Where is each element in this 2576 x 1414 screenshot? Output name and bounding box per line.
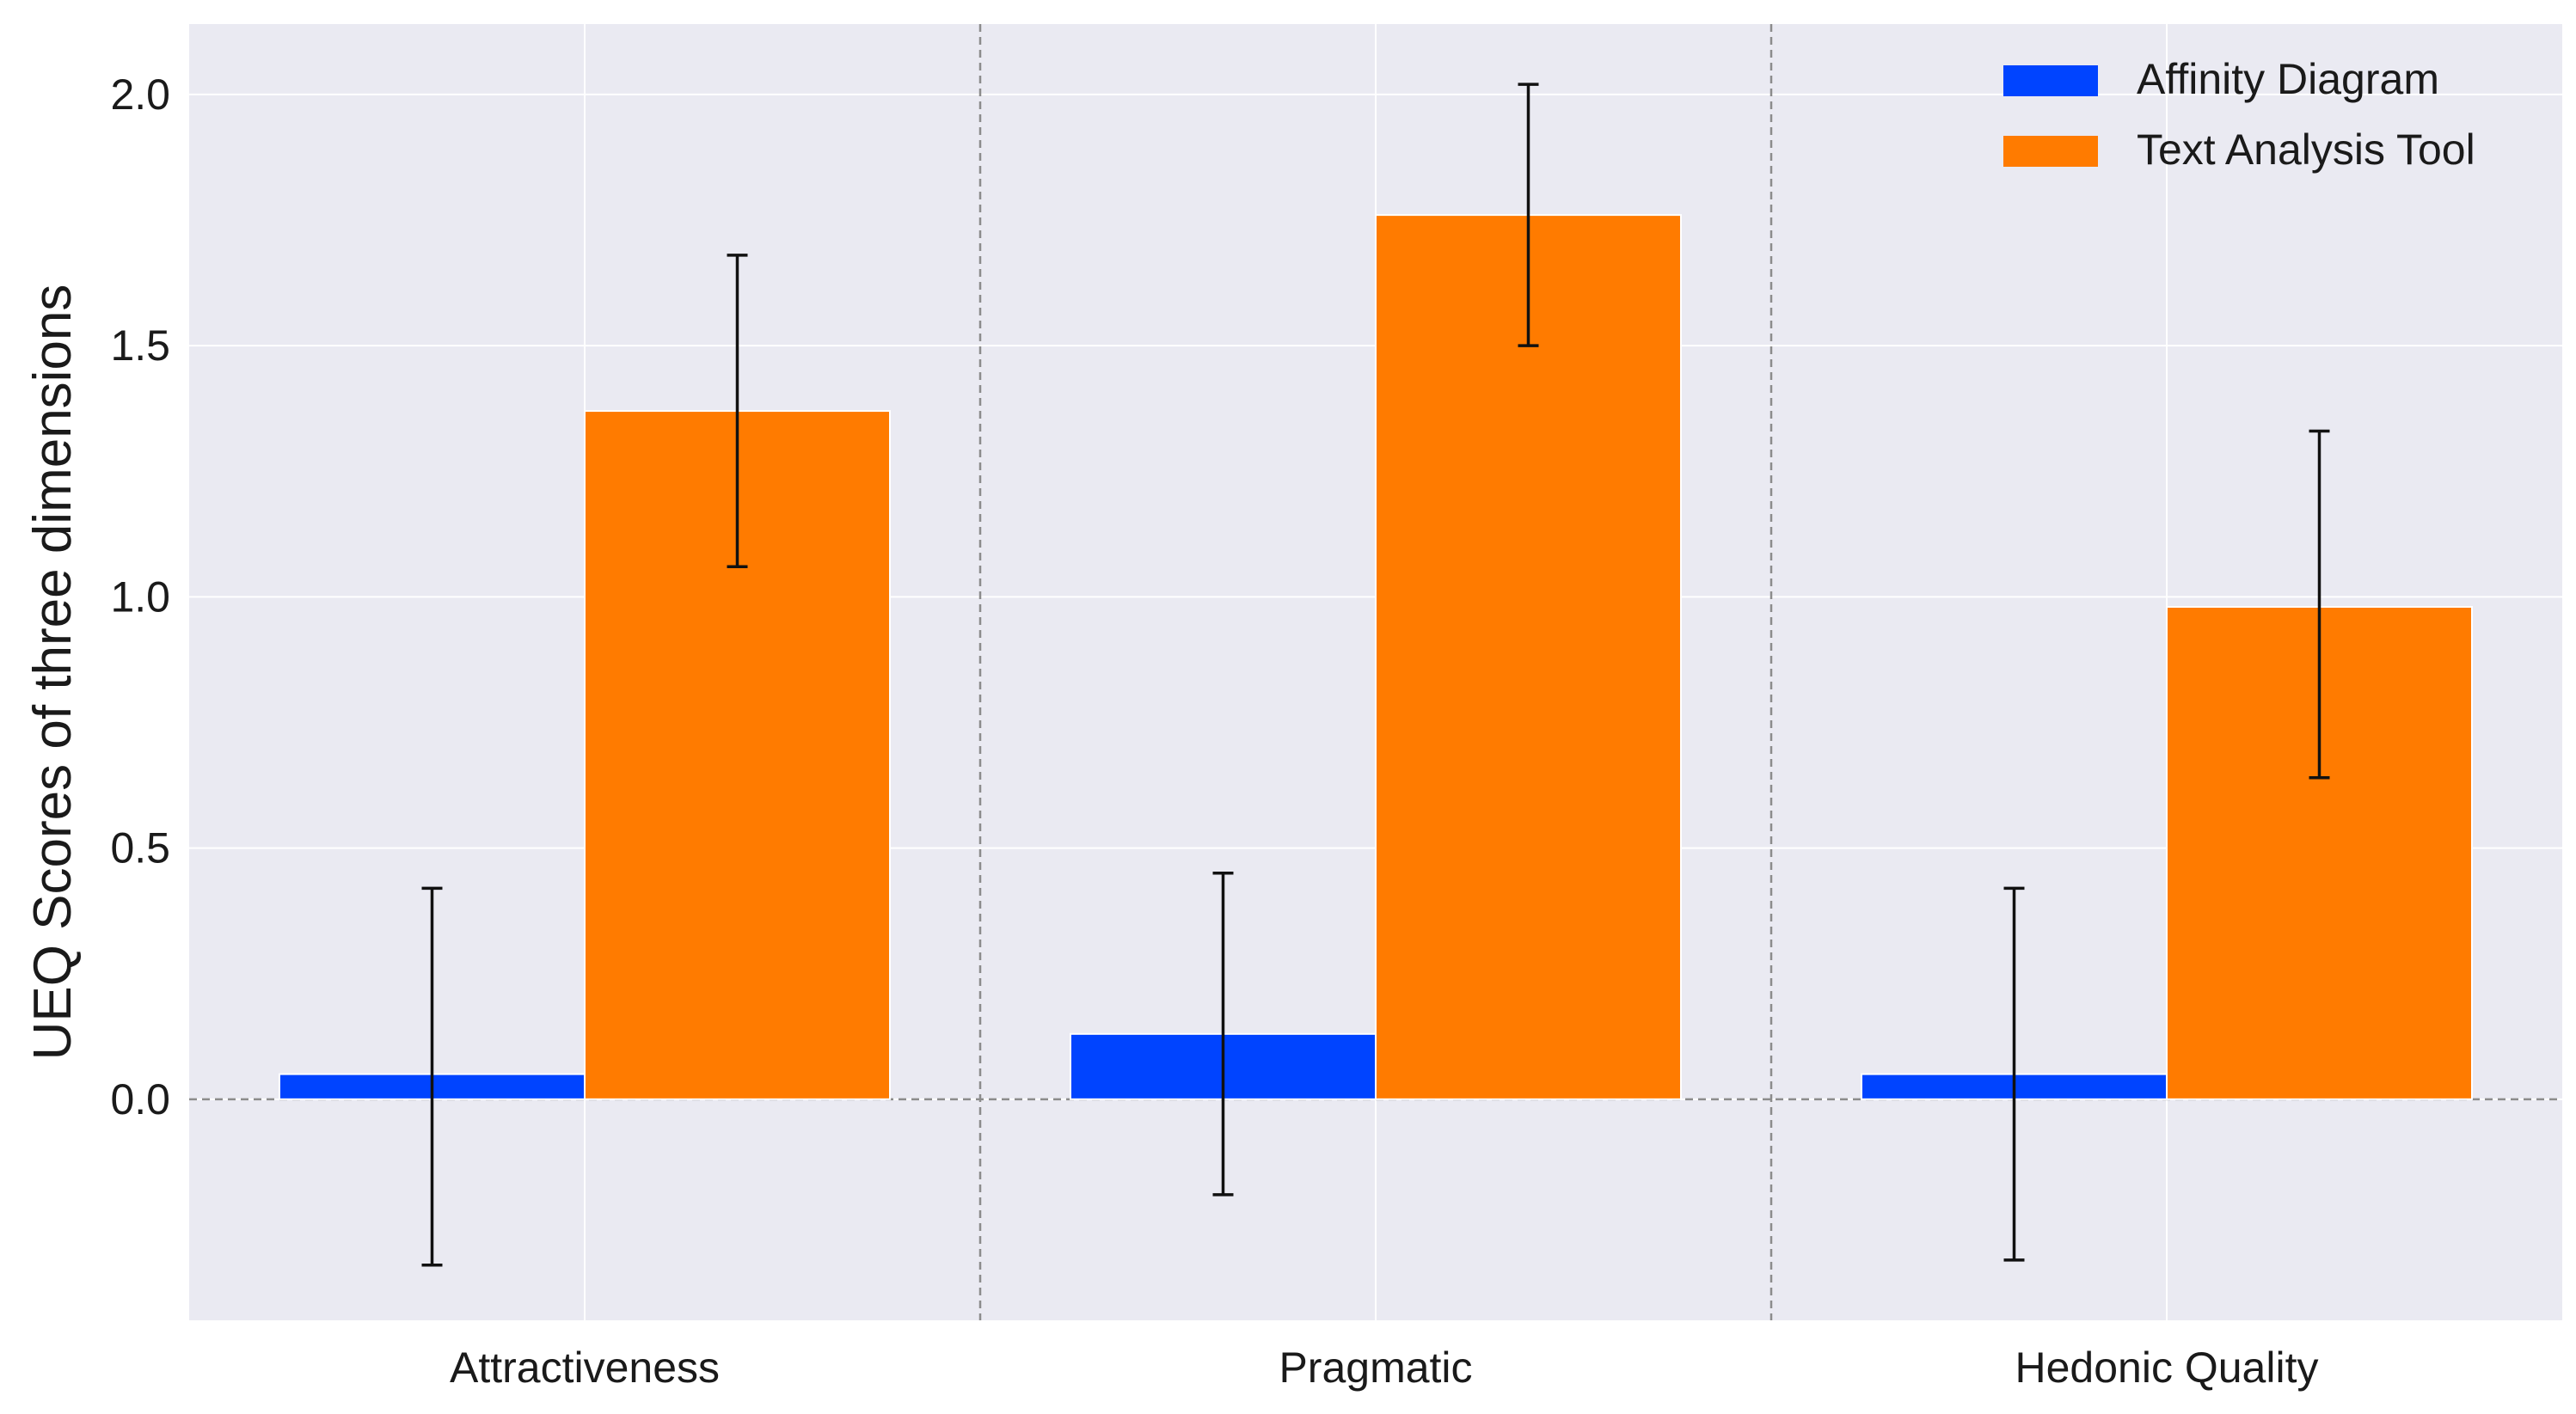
y-tick-labels: 0.0 0.5 1.0 1.5 2.0 <box>110 70 170 1123</box>
x-tick-labels: Attractiveness Pragmatic Hedonic Quality <box>450 1344 2318 1392</box>
legend-swatch-0 <box>2003 65 2098 96</box>
y-tick-label-0: 0.0 <box>110 1075 170 1123</box>
legend-label-0: Affinity Diagram <box>2137 55 2439 103</box>
y-tick-label-2: 1.0 <box>110 572 170 621</box>
x-tick-label-0: Attractiveness <box>450 1344 720 1392</box>
bar-1-1 <box>1375 214 1682 1100</box>
x-tick-label-1: Pragmatic <box>1279 1344 1472 1392</box>
y-axis-label: UEQ Scores of three dimensions <box>23 285 83 1061</box>
error-bars <box>421 83 2330 1267</box>
legend-swatch-1 <box>2003 136 2098 167</box>
y-tick-label-1: 0.5 <box>110 824 170 872</box>
y-tick-label-3: 1.5 <box>110 321 170 370</box>
y-tick-label-4: 2.0 <box>110 70 170 119</box>
legend-label-1: Text Analysis Tool <box>2137 125 2475 174</box>
legend: Affinity Diagram Text Analysis Tool <box>2003 55 2475 174</box>
x-tick-label-2: Hedonic Quality <box>2015 1344 2319 1392</box>
